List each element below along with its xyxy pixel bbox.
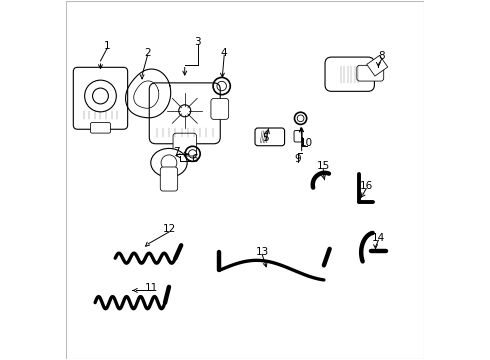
Text: 9: 9 — [295, 154, 301, 164]
Text: 8: 8 — [379, 51, 385, 61]
FancyBboxPatch shape — [91, 123, 110, 133]
FancyBboxPatch shape — [74, 67, 127, 129]
Text: 4: 4 — [221, 48, 227, 58]
FancyBboxPatch shape — [160, 167, 178, 191]
Text: 3: 3 — [195, 37, 201, 47]
FancyBboxPatch shape — [211, 99, 229, 120]
FancyBboxPatch shape — [294, 131, 302, 142]
FancyBboxPatch shape — [173, 133, 196, 156]
Text: 2: 2 — [144, 48, 151, 58]
Text: 6: 6 — [191, 154, 197, 164]
Ellipse shape — [151, 148, 187, 177]
Text: 12: 12 — [162, 225, 175, 234]
Text: 16: 16 — [360, 181, 373, 192]
Text: 10: 10 — [300, 139, 313, 148]
FancyBboxPatch shape — [325, 57, 374, 91]
FancyBboxPatch shape — [149, 83, 220, 144]
Text: 7: 7 — [173, 147, 179, 157]
Text: 15: 15 — [317, 161, 330, 171]
FancyBboxPatch shape — [255, 128, 285, 146]
Text: 13: 13 — [256, 247, 269, 257]
Text: 11: 11 — [145, 283, 158, 293]
Text: 14: 14 — [372, 233, 385, 243]
Text: 5: 5 — [263, 133, 269, 143]
Polygon shape — [367, 55, 388, 76]
Text: 1: 1 — [104, 41, 111, 50]
FancyBboxPatch shape — [357, 65, 384, 81]
